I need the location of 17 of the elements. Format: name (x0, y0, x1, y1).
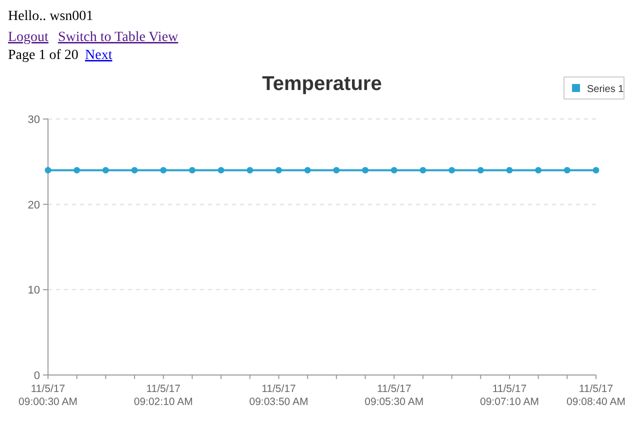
text: Logout (8, 30, 49, 45)
y-tick-label: 0 (34, 370, 40, 382)
x-tick-label: 11/5/17 09:00:30 AM (18, 383, 78, 408)
text: Switch to Table View (58, 30, 180, 45)
text: Hello.. wsn001 (8, 9, 94, 24)
x-tick-label: 11/5/17 09:03:50 AM (249, 383, 308, 408)
x-tick-label: 11/5/17 09:02:10 AM (134, 383, 193, 408)
text: Next (85, 48, 112, 63)
x-tick-label: 11/5/17 09:05:30 AM (364, 383, 424, 408)
chart-title: Temperature (262, 73, 382, 95)
x-tick-label: 11/5/17 09:07:10 AM (480, 383, 539, 408)
legend-label: Series 1 (587, 84, 624, 95)
y-tick-label: 10 (28, 284, 40, 297)
x-tick-label: 11/5/17 09:08:40 AM (566, 383, 626, 408)
y-tick-label: 30 (28, 114, 40, 126)
text: Page 1 of 20 (8, 48, 78, 63)
y-tick-label: 20 (28, 199, 40, 212)
